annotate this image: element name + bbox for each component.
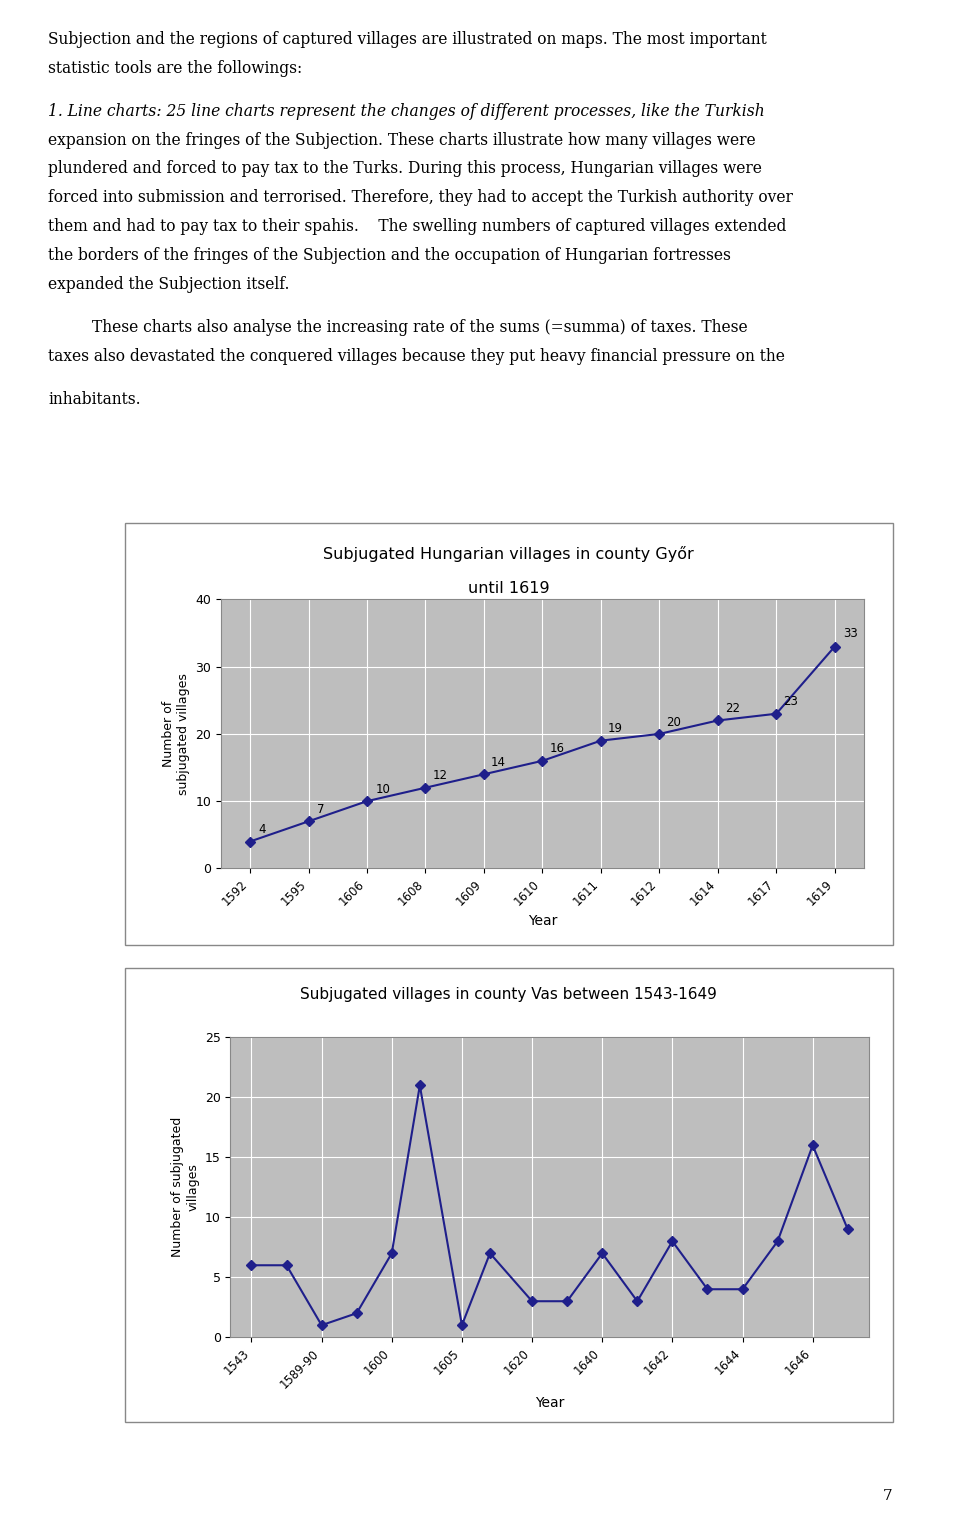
Text: 20: 20: [666, 716, 682, 729]
Text: 1. Line charts: 25 line charts represent the changes of different processes, lik: 1. Line charts: 25 line charts represent…: [48, 103, 765, 120]
Text: expanded the Subjection itself.: expanded the Subjection itself.: [48, 275, 290, 292]
Text: the borders of the fringes of the Subjection and the occupation of Hungarian for: the borders of the fringes of the Subjec…: [48, 247, 731, 264]
X-axis label: Year: Year: [535, 1396, 564, 1411]
Text: 22: 22: [725, 702, 740, 715]
Text: 4: 4: [259, 824, 266, 836]
Text: until 1619: until 1619: [468, 581, 550, 596]
Text: 10: 10: [375, 782, 391, 796]
Y-axis label: Number of
subjugated villages: Number of subjugated villages: [161, 673, 190, 795]
Y-axis label: Number of subjugated
villages: Number of subjugated villages: [171, 1117, 200, 1257]
X-axis label: Year: Year: [528, 915, 557, 928]
Text: 19: 19: [608, 722, 623, 735]
Text: Subjugated Hungarian villages in county Győr: Subjugated Hungarian villages in county …: [324, 546, 694, 561]
Text: taxes also devastated the conquered villages because they put heavy financial pr: taxes also devastated the conquered vill…: [48, 347, 785, 364]
Text: Subjection and the regions of captured villages are illustrated on maps. The mos: Subjection and the regions of captured v…: [48, 31, 767, 48]
Text: 33: 33: [844, 627, 858, 639]
Text: 23: 23: [783, 695, 798, 709]
Text: 7: 7: [317, 802, 324, 816]
Text: These charts also analyse the increasing rate of the sums (=summa) of taxes. The: These charts also analyse the increasing…: [92, 318, 748, 337]
Text: them and had to pay tax to their spahis.    The swelling numbers of captured vil: them and had to pay tax to their spahis.…: [48, 218, 786, 235]
Text: 7: 7: [883, 1489, 893, 1503]
Text: 14: 14: [491, 756, 506, 768]
Text: Subjugated villages in county Vas between 1543-1649: Subjugated villages in county Vas betwee…: [300, 987, 717, 1002]
Text: inhabitants.: inhabitants.: [48, 390, 140, 407]
Text: 16: 16: [549, 742, 564, 756]
Text: statistic tools are the followings:: statistic tools are the followings:: [48, 60, 302, 77]
Text: plundered and forced to pay tax to the Turks. During this process, Hungarian vil: plundered and forced to pay tax to the T…: [48, 160, 762, 177]
Text: forced into submission and terrorised. Therefore, they had to accept the Turkish: forced into submission and terrorised. T…: [48, 189, 793, 206]
Text: expansion on the fringes of the Subjection. These charts illustrate how many vil: expansion on the fringes of the Subjecti…: [48, 132, 756, 149]
Text: 12: 12: [432, 770, 447, 782]
